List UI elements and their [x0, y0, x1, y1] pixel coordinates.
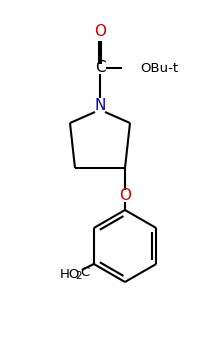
- Text: 2: 2: [75, 271, 82, 281]
- Text: N: N: [94, 98, 106, 113]
- Text: C: C: [95, 60, 105, 75]
- Text: HO: HO: [60, 267, 80, 280]
- Text: C: C: [80, 266, 89, 279]
- Text: OBu-t: OBu-t: [140, 61, 178, 74]
- Text: O: O: [119, 188, 131, 204]
- Text: O: O: [94, 24, 106, 39]
